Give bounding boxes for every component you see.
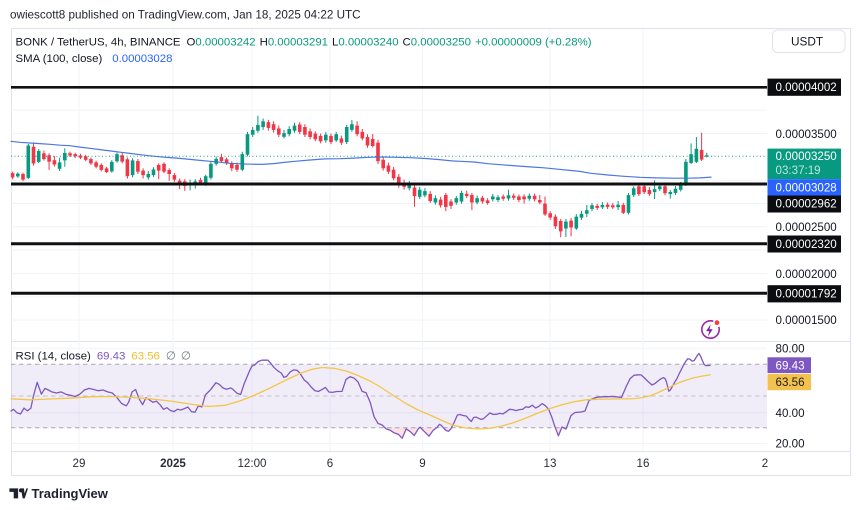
svg-text:0.00002320: 0.00002320	[776, 238, 837, 251]
svg-text:29: 29	[73, 457, 86, 470]
svg-text:16: 16	[637, 457, 650, 470]
svg-text:0.00001500: 0.00001500	[776, 314, 837, 327]
svg-text:0.00003500: 0.00003500	[776, 128, 837, 141]
svg-text:USDT: USDT	[791, 34, 823, 48]
svg-text:69.43: 69.43	[776, 359, 805, 372]
svg-text:0.00001792: 0.00001792	[776, 288, 837, 301]
svg-text:0.00004002: 0.00004002	[776, 81, 837, 94]
svg-text:0.00002962: 0.00002962	[776, 198, 837, 211]
svg-text:6: 6	[327, 457, 333, 470]
svg-text:0.00002000: 0.00002000	[776, 268, 837, 281]
svg-text:0.00003250: 0.00003250	[776, 150, 837, 163]
svg-text:2: 2	[762, 457, 768, 470]
svg-text:9: 9	[419, 457, 425, 470]
svg-text:13: 13	[544, 457, 557, 470]
svg-text:TradingView: TradingView	[32, 486, 109, 501]
svg-text:80.00: 80.00	[776, 342, 805, 355]
svg-text:20.00: 20.00	[776, 438, 805, 451]
svg-text:SMA (100, close)0.00003028: SMA (100, close) 0.00003028	[16, 53, 173, 65]
svg-text:owiescott8 published on Tradin: owiescott8 published on TradingView.com,…	[10, 8, 361, 21]
svg-text:03:37:19: 03:37:19	[776, 164, 821, 177]
svg-text:0.00003028: 0.00003028	[776, 181, 837, 194]
svg-text:40.00: 40.00	[776, 407, 805, 420]
svg-text:63.56: 63.56	[776, 376, 805, 389]
svg-text:12:00: 12:00	[237, 457, 266, 470]
svg-text:0.00002500: 0.00002500	[776, 221, 837, 234]
svg-text:2025: 2025	[160, 457, 186, 470]
